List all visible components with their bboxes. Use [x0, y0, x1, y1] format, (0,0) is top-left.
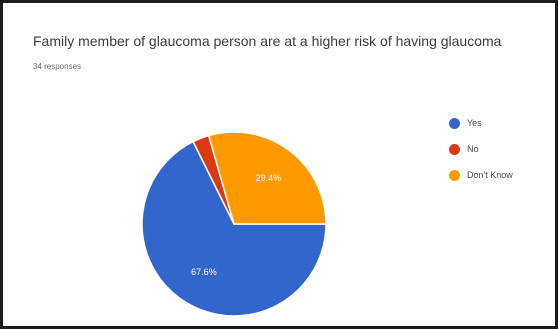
pie-slice-yes[interactable] [141, 140, 327, 317]
legend-item-no[interactable]: No [449, 136, 513, 162]
pie-label-yes: 67.6% [191, 267, 217, 277]
pie-label-dont-know: 29.4% [256, 173, 282, 183]
legend-marker-no [449, 143, 460, 155]
chart-title: Family member of glaucoma person are at … [33, 33, 502, 49]
legend-item-dont-know[interactable]: Don't Know [449, 162, 513, 188]
pie-chart: 67.6% 29.4% [141, 131, 327, 317]
chart-subtitle: 34 responses [33, 62, 82, 71]
legend-label-no: No [467, 144, 479, 154]
legend-item-yes[interactable]: Yes [449, 110, 513, 136]
legend-marker-dont-know [449, 169, 460, 181]
legend-label-yes: Yes [467, 118, 482, 128]
legend-marker-yes [449, 117, 460, 129]
legend-label-dont-know: Don't Know [467, 170, 513, 180]
chart-legend: Yes No Don't Know [449, 110, 513, 188]
pie-slice-dont-know[interactable] [207, 131, 327, 225]
